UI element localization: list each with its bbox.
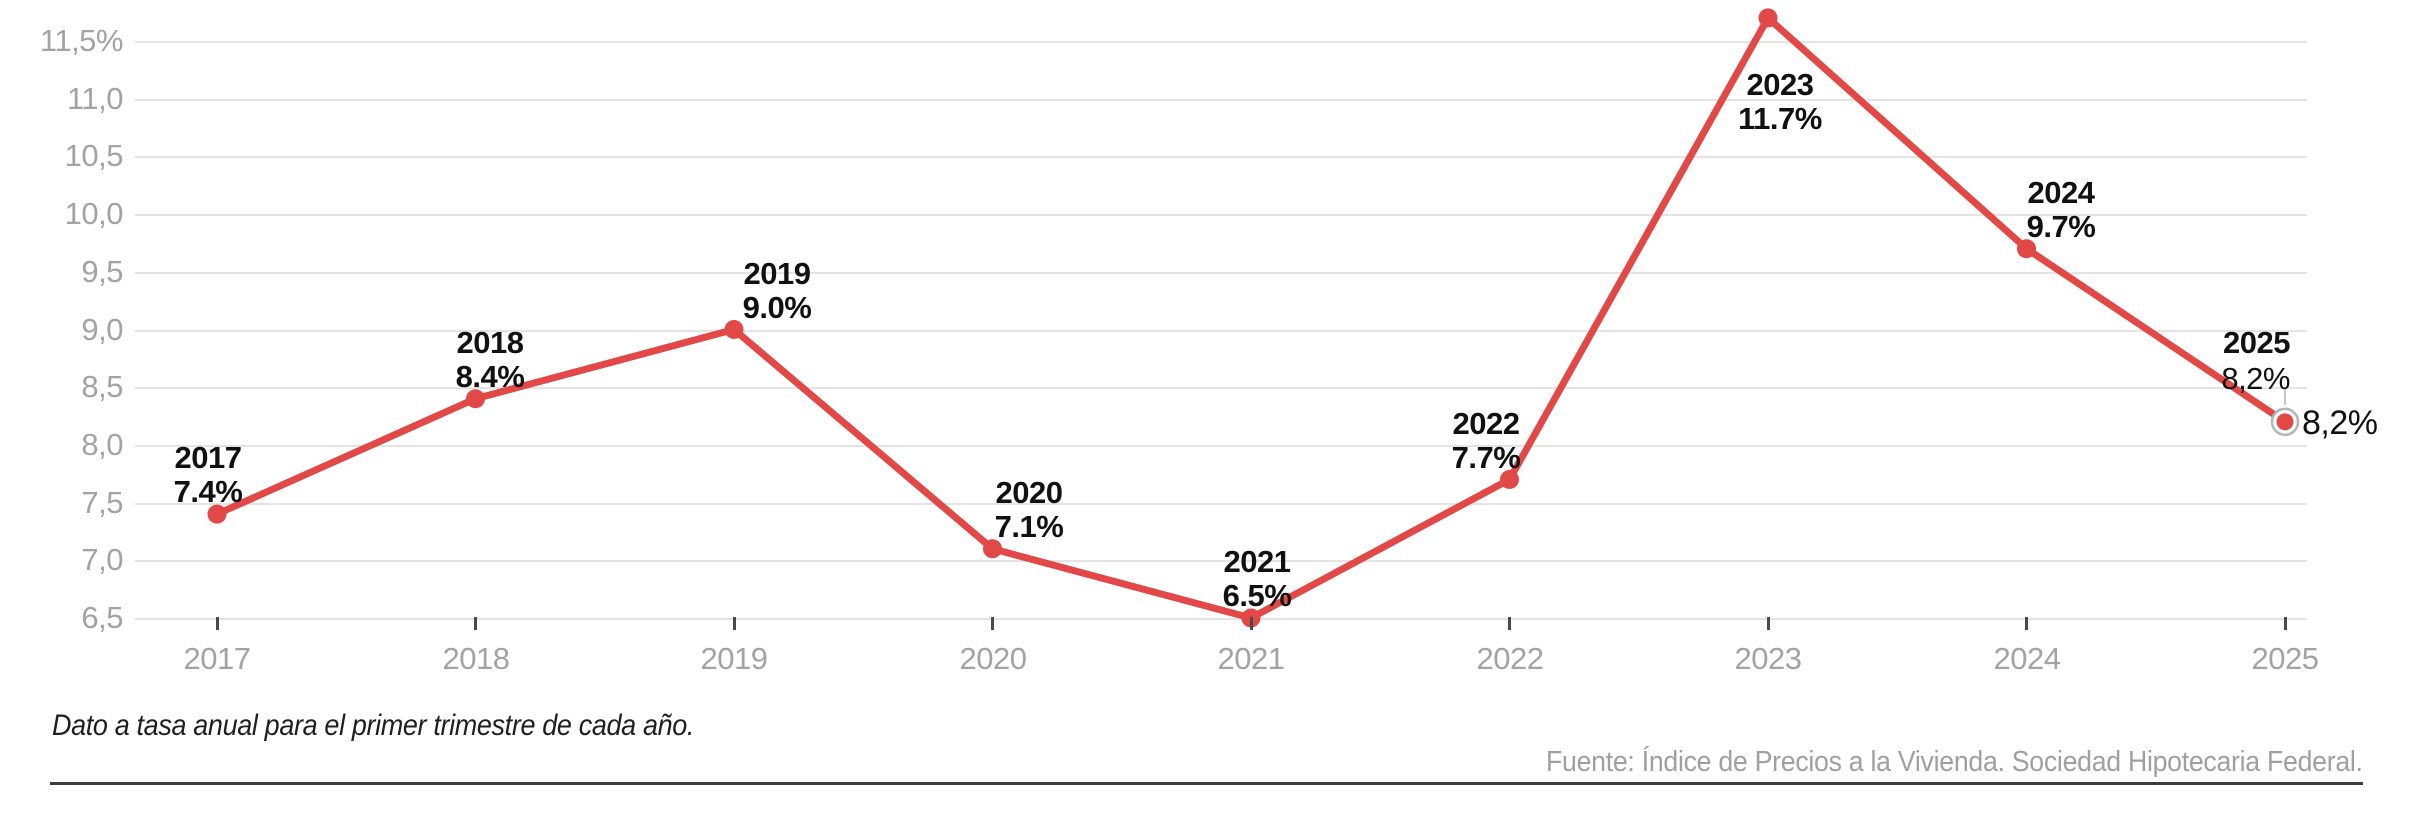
y-axis-tick-label: 8,0 xyxy=(81,427,123,462)
end-point-value-label: 8,2% xyxy=(2221,361,2290,396)
x-axis-tick-mark xyxy=(2025,617,2028,630)
data-point-value: 6.5% xyxy=(1222,578,1292,613)
x-axis-tick-mark xyxy=(991,617,994,630)
trend-line xyxy=(213,14,2289,622)
gridline xyxy=(135,330,2307,332)
x-axis-tick-label: 2020 xyxy=(959,641,1027,676)
data-point-marker xyxy=(724,320,744,339)
data-point-year: 2018 xyxy=(456,325,524,360)
data-point-label: 2018 8.4% xyxy=(380,326,600,393)
x-axis-tick-label: 2019 xyxy=(700,641,768,676)
x-axis-tick-mark xyxy=(216,617,219,630)
data-point-label: 2023 11.7% xyxy=(1670,68,1890,135)
data-point-marker xyxy=(1758,8,1778,28)
data-point-year: 2021 xyxy=(1223,544,1291,579)
gridline xyxy=(135,445,2307,447)
gridline xyxy=(135,387,2307,389)
x-axis-tick-label: 2018 xyxy=(442,641,510,676)
gridline xyxy=(135,41,2307,43)
y-axis-tick-label: 8,5 xyxy=(81,369,123,404)
data-point-marker xyxy=(207,504,227,524)
x-axis-tick-label: 2024 xyxy=(1993,641,2061,676)
gridline xyxy=(135,618,2307,620)
y-axis-tick-label: 7,0 xyxy=(81,542,123,577)
data-point-label: 2020 7.1% xyxy=(919,476,1139,543)
x-axis-tick-label: 2025 xyxy=(2251,641,2319,676)
y-axis-tick-label: 9,5 xyxy=(81,254,123,289)
data-point-label: 2024 9.7% xyxy=(1951,176,2171,243)
data-point-label: 2021 6.5% xyxy=(1147,545,1367,612)
data-point-label: 2017 7.4% xyxy=(98,441,318,508)
x-axis-tick-mark xyxy=(1250,617,1253,630)
data-point-value: 7.1% xyxy=(994,509,1064,544)
gridline xyxy=(135,560,2307,562)
data-point-marker xyxy=(466,389,485,409)
bottom-divider-rule xyxy=(50,782,2363,785)
data-point-label: 2019 9.0% xyxy=(667,257,887,324)
data-point-year: 2023 xyxy=(1746,67,1814,102)
y-axis-tick-label: 11,5% xyxy=(39,23,124,58)
gridline xyxy=(135,503,2307,505)
data-point-value: 7.4% xyxy=(173,474,243,509)
end-point-label-block: 2025 8,2% xyxy=(2221,326,2290,395)
x-axis-tick-label: 2017 xyxy=(183,641,251,676)
x-axis-tick-label: 2023 xyxy=(1734,641,1802,676)
data-point-year: 2022 xyxy=(1452,406,1520,441)
x-axis-tick-mark xyxy=(1508,617,1511,630)
y-axis-tick-label: 10,5 xyxy=(64,138,124,173)
gridline xyxy=(135,156,2307,158)
footnote: Dato a tasa anual para el primer trimest… xyxy=(52,709,695,742)
x-axis-tick-label: 2021 xyxy=(1217,641,1285,676)
end-point-leader-line xyxy=(2284,389,2286,405)
data-point-year: 2020 xyxy=(995,475,1063,510)
data-point-value: 11.7% xyxy=(1738,101,1822,136)
end-point-marker xyxy=(2276,413,2294,431)
data-point-label: 2022 7.7% xyxy=(1376,407,1596,474)
gridline xyxy=(135,272,2307,274)
end-value-callout: 8,2% xyxy=(2302,404,2378,442)
data-point-value: 7.7% xyxy=(1451,440,1521,475)
x-axis-tick-label: 2022 xyxy=(1476,641,1544,676)
data-point-value: 9.0% xyxy=(742,290,812,325)
data-point-marker xyxy=(1500,470,1519,490)
data-point-year: 2017 xyxy=(174,440,242,475)
x-axis-tick-mark xyxy=(733,617,736,630)
data-point-year: 2024 xyxy=(2027,175,2095,210)
end-point-year-label: 2025 xyxy=(2223,325,2290,360)
y-axis-tick-label: 6,5 xyxy=(81,600,123,635)
y-axis-tick-label: 9,0 xyxy=(81,312,123,347)
x-axis-tick-mark xyxy=(474,617,477,630)
data-point-marker xyxy=(2017,239,2036,259)
y-axis-tick-label: 10,0 xyxy=(64,196,124,231)
data-point-marker xyxy=(983,539,1002,559)
gridline xyxy=(135,214,2307,216)
gridline xyxy=(135,99,2307,101)
y-axis-tick-label: 7,5 xyxy=(81,485,123,520)
data-point-value: 8.4% xyxy=(455,359,525,394)
x-axis-tick-mark xyxy=(1767,617,1770,630)
data-point-value: 9.7% xyxy=(2026,209,2096,244)
x-axis-tick-mark xyxy=(2284,617,2287,630)
source-attribution: Fuente: Índice de Precios a la Vivienda.… xyxy=(1546,746,2363,778)
data-point-year: 2019 xyxy=(743,256,811,291)
y-axis-tick-label: 11,0 xyxy=(66,81,124,116)
